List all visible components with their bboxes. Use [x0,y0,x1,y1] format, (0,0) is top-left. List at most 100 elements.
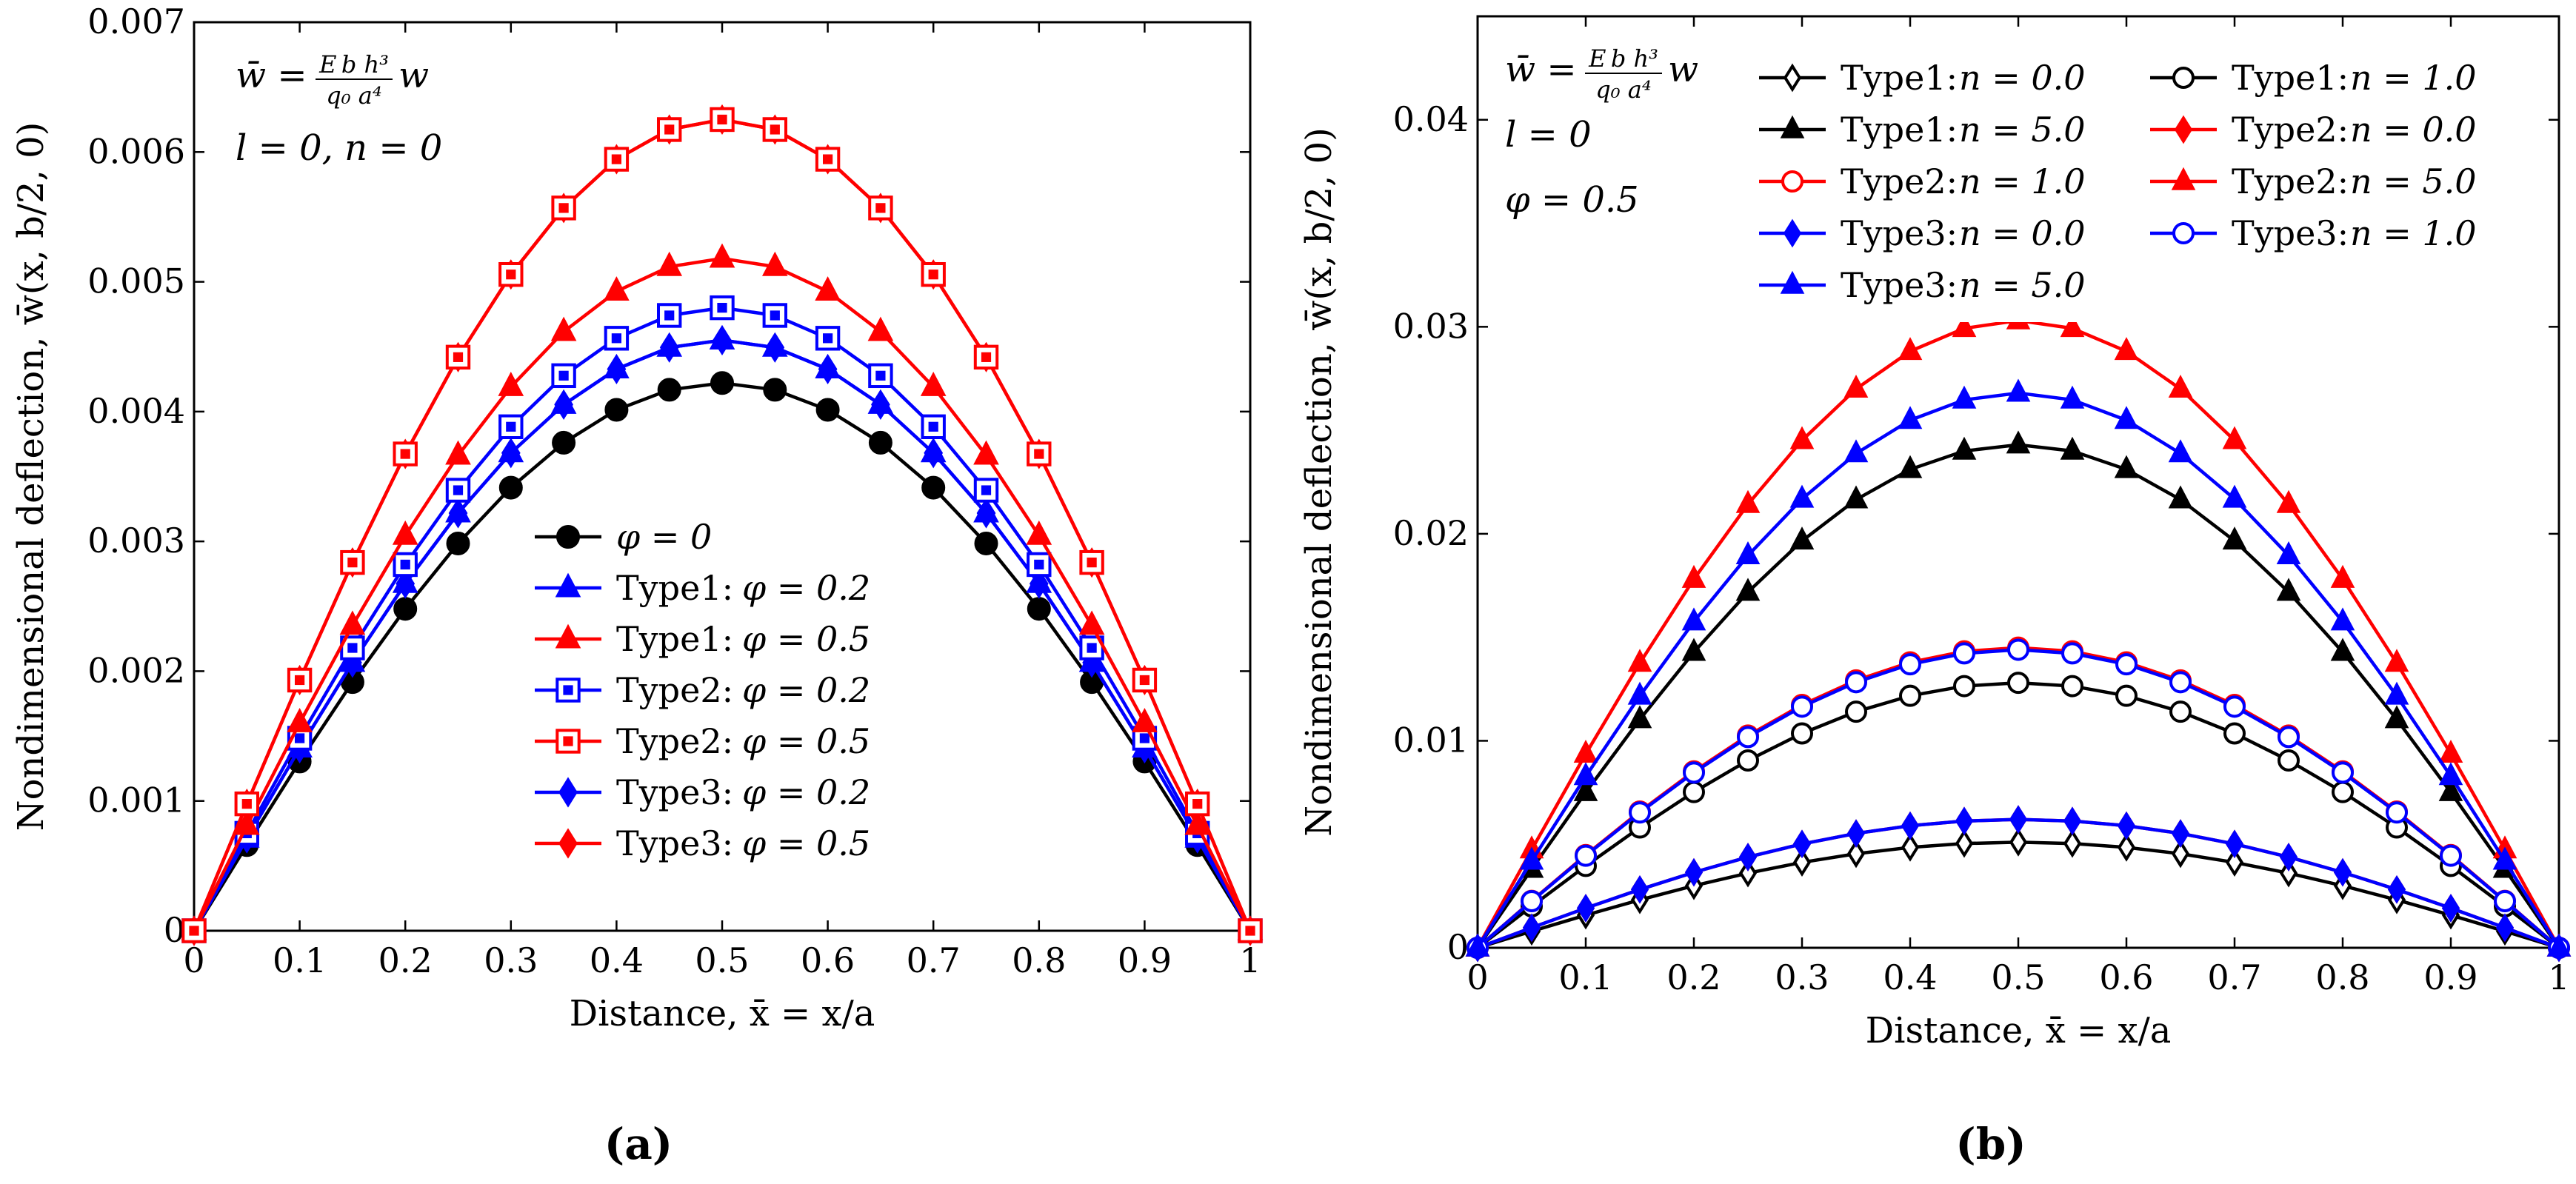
data-point [815,276,841,301]
data-point-core [717,303,727,313]
data-point-core [347,643,358,653]
x-tick-label: 0 [183,940,204,980]
x-tick-label: 1 [1239,940,1261,980]
data-point [2223,722,2246,745]
annotation-frac-den: q₀ a⁴ [1595,76,1651,104]
series-type3-n-5-0 [1465,378,2572,957]
data-point [2169,700,2192,723]
y-tick-label: 0.006 [87,131,185,171]
data-point [2278,726,2300,749]
data-point [1078,647,1105,672]
legend-entry: Type1: n = 0.0 [1759,58,2086,98]
data-point [2494,890,2516,913]
data-point [2276,541,2301,564]
legend-label-prefix: Type1: [616,619,733,659]
legend-label-prefix: Type2: [2232,161,2349,201]
data-point [2114,406,2139,429]
x-tick-label: 0.9 [1118,940,1172,980]
data-point [1952,385,1977,409]
data-point [1027,597,1051,621]
data-point [1955,806,1974,836]
data-point [1238,918,1263,943]
legend-swatch-marker [1783,63,1802,93]
legend-entry: φ = 0 [535,517,712,557]
data-point [1843,485,1869,509]
data-point [392,568,418,593]
data-point [1898,337,1923,361]
data-point [2279,858,2298,888]
data-point [2384,649,2409,672]
data-point [498,372,524,396]
data-point-core [928,270,938,280]
data-point [1027,441,1052,466]
series-type1-0-5 [181,243,1264,940]
x-tick-label: 0.4 [590,940,644,980]
legend-label-math: φ = 0.5 [742,823,870,863]
data-point [2007,638,2029,661]
data-point [2440,844,2462,867]
legend-swatch-marker-core [563,685,573,695]
data-point [1898,406,1923,429]
data-point [2492,846,2517,870]
data-point [2384,705,2409,729]
legend-label-math: φ = 0.5 [742,721,870,761]
legend-swatch-marker [2174,115,2193,144]
data-point [867,316,894,341]
panel-caption: (b) [1955,1119,2026,1169]
data-point [604,398,629,422]
data-point [1792,848,1812,877]
y-tick-label: 0.004 [87,391,185,431]
legend-entry: Type3: n = 0.0 [1759,213,2086,253]
data-point [1735,578,1761,601]
data-point [2225,848,2244,877]
data-point-core [1087,643,1097,653]
y-tick-label: 0 [1447,927,1469,967]
data-point [1573,740,1598,763]
data-point [1629,801,1651,824]
data-point-core [453,485,464,495]
data-point [2168,485,2193,509]
data-point [2332,761,2354,784]
legend-entry: Type1: φ = 0.2 [535,568,870,608]
data-point [1681,607,1706,631]
data-point [2438,777,2463,801]
data-point [657,117,682,142]
data-point [2222,484,2247,508]
annotation-line2: l = 0, n = 0 [236,127,442,169]
x-tick-label: 0.9 [2423,957,2477,997]
data-point [1627,681,1652,705]
data-point-core [1245,926,1255,936]
data-point [550,316,577,341]
legend-label-prefix: Type3: [2232,213,2349,253]
data-point [1846,839,1866,869]
data-point [2060,385,2085,409]
data-point-core [611,154,622,164]
data-point-core [189,926,199,936]
y-axis-label: Nondimensional deflection, w̄(x, b/2, 0) [10,122,52,832]
legend-swatch-marker [558,777,578,808]
data-point [868,430,892,455]
data-point [1899,653,1921,676]
series-type1-n-5-0 [1465,430,2572,957]
series-type2-0-5 [181,107,1263,943]
y-tick-label: 0.007 [87,1,185,41]
legend-label-prefix: Type3: [1841,265,1958,305]
data-point [2387,874,2406,904]
data-point [1683,761,1705,784]
data-point [761,332,788,357]
data-point [2006,378,2031,402]
data-point [1789,484,1815,508]
data-point [2384,681,2409,705]
data-point [392,520,418,545]
data-point [2225,829,2244,859]
data-point-core [1192,799,1203,809]
legend-label-math: φ = 0.5 [742,619,870,659]
legend-swatch-marker-core [563,736,573,746]
legend-label-prefix: Type2: [616,721,733,761]
annotation-frac-num: E b h³ [318,50,389,78]
annotation-rhs: w [1668,49,1698,90]
x-axis-label: Distance, x̄ = x/a [1866,1010,2172,1051]
data-point-core [294,733,305,743]
legend-entry: Type3: n = 1.0 [2150,213,2477,253]
